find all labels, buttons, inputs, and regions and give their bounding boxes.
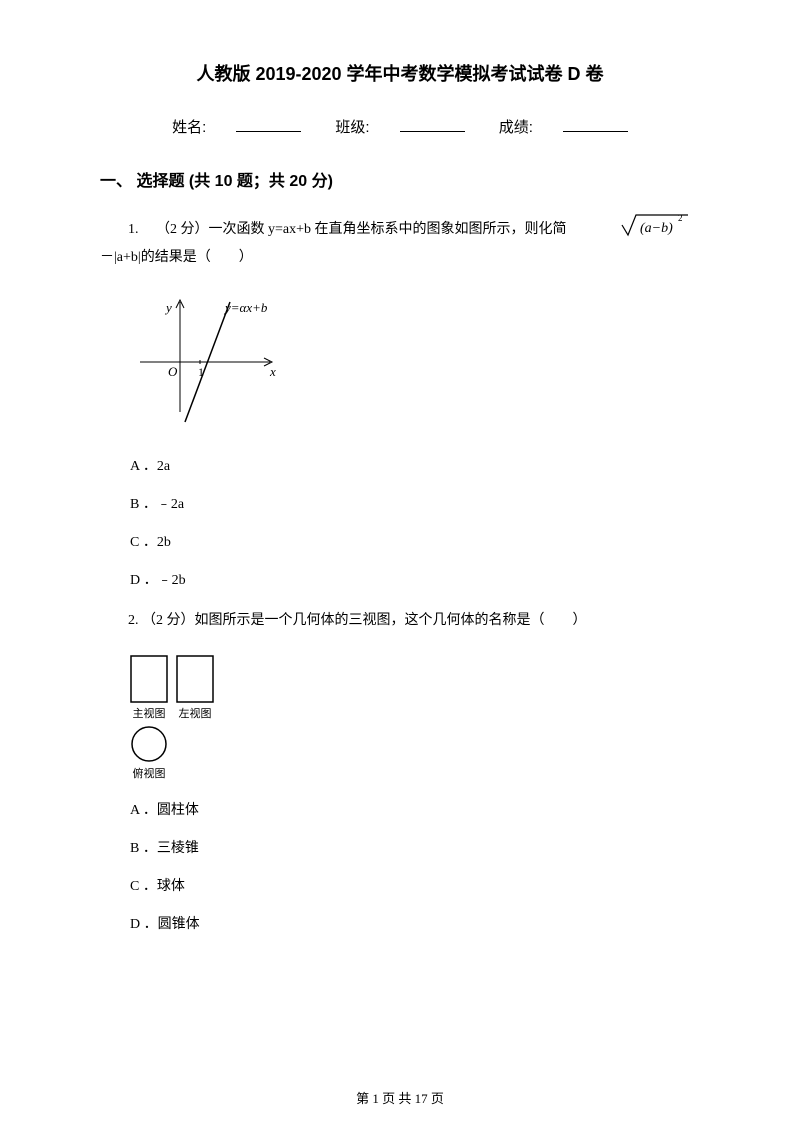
q1-option-a: A ．2a bbox=[130, 455, 700, 475]
q2-option-a: A ．圆柱体 bbox=[130, 799, 700, 819]
view-label-row-bottom: 俯视图 bbox=[130, 765, 700, 781]
view-label-row-top: 主视图 左视图 bbox=[130, 705, 700, 721]
q1-option-d: D ．﹣2b bbox=[130, 569, 700, 589]
q2-option-c: C ．球体 bbox=[130, 875, 700, 895]
question-2: 2. （2 分）如图所示是一个几何体的三视图，这个几何体的名称是（ ） bbox=[100, 607, 700, 635]
student-info-row: 姓名: 班级: 成绩: bbox=[100, 116, 700, 137]
q1-options: A ．2a B ．﹣2a C ．2b D ．﹣2b bbox=[130, 455, 700, 589]
view-row-bottom bbox=[130, 725, 700, 763]
formula-sqrt: (a−b) 2 bbox=[620, 211, 690, 250]
front-view-icon bbox=[130, 655, 168, 703]
question-1: 1. （2 分）一次函数 y=ax+b 在直角坐标系中的图象如图所示，则化简 －… bbox=[100, 216, 700, 272]
svg-text:x: x bbox=[269, 364, 276, 379]
score-label: 成绩: bbox=[499, 119, 533, 136]
top-view-label: 俯视图 bbox=[130, 765, 168, 781]
page-footer: 第 1 页 共 17 页 bbox=[0, 1088, 800, 1107]
name-blank bbox=[236, 116, 301, 132]
left-view-icon bbox=[176, 655, 214, 703]
q1-option-c: C ．2b bbox=[130, 531, 700, 551]
linear-graph-icon: y y=αx+b O 1 x bbox=[130, 292, 290, 432]
view-row-top bbox=[130, 655, 700, 703]
q2-options: A ．圆柱体 B ．三棱锥 C ．球体 D ．圆锥体 bbox=[130, 799, 700, 933]
section-heading: 一、 选择题 (共 10 题；共 20 分) bbox=[100, 167, 700, 191]
svg-text:O: O bbox=[168, 364, 178, 379]
svg-text:y: y bbox=[164, 300, 172, 315]
svg-text:2: 2 bbox=[678, 213, 683, 223]
q1-line1: 1. （2 分）一次函数 y=ax+b 在直角坐标系中的图象如图所示，则化简 bbox=[100, 216, 700, 244]
name-label: 姓名: bbox=[172, 119, 206, 136]
class-blank bbox=[400, 116, 465, 132]
top-view-icon bbox=[130, 725, 168, 763]
front-view-label: 主视图 bbox=[130, 705, 168, 721]
left-view-label: 左视图 bbox=[176, 705, 214, 721]
svg-text:(a−b): (a−b) bbox=[640, 221, 673, 236]
page-title: 人教版 2019-2020 学年中考数学模拟考试试卷 D 卷 bbox=[100, 60, 700, 86]
q2-option-d: D ．圆锥体 bbox=[130, 913, 700, 933]
sqrt-icon: (a−b) 2 bbox=[620, 211, 690, 239]
q1-graph: y y=αx+b O 1 x bbox=[130, 292, 700, 437]
svg-text:y=αx+b: y=αx+b bbox=[223, 300, 268, 315]
exam-page: 人教版 2019-2020 学年中考数学模拟考试试卷 D 卷 姓名: 班级: 成… bbox=[0, 0, 800, 1132]
score-blank bbox=[563, 116, 628, 132]
class-label: 班级: bbox=[335, 119, 369, 136]
q2-text: 2. （2 分）如图所示是一个几何体的三视图，这个几何体的名称是（ ） bbox=[100, 607, 700, 635]
q2-three-views: 主视图 左视图 俯视图 bbox=[130, 655, 700, 781]
q2-option-b: B ．三棱锥 bbox=[130, 837, 700, 857]
svg-text:1: 1 bbox=[198, 365, 204, 379]
q1-line2: －|a+b|的结果是（ ） bbox=[100, 244, 700, 272]
q1-option-b: B ．﹣2a bbox=[130, 493, 700, 513]
